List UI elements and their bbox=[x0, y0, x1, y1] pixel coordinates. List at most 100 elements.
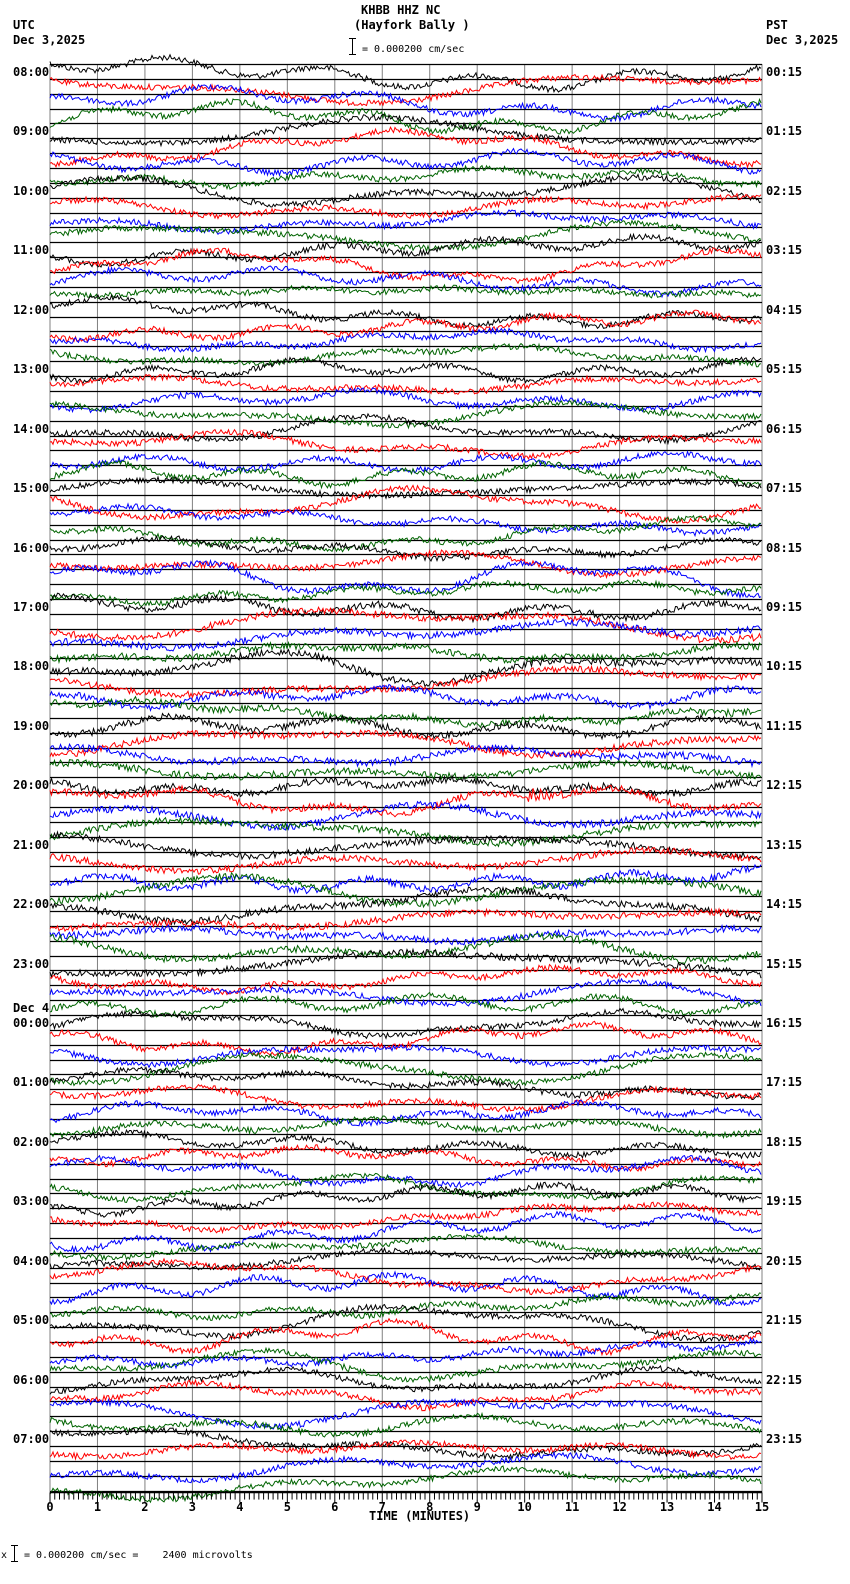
trace-line bbox=[49, 1200, 762, 1235]
utc-hour-label: 17:00 bbox=[13, 599, 50, 614]
trace-line bbox=[49, 459, 762, 490]
trace-line bbox=[49, 1257, 762, 1296]
trace-line bbox=[49, 640, 762, 665]
pst-hour-label: 16:15 bbox=[766, 1016, 803, 1031]
x-tick-label: 4 bbox=[236, 1500, 244, 1514]
trace-line bbox=[49, 484, 762, 525]
trace-line bbox=[49, 1292, 762, 1321]
trace-line bbox=[49, 963, 762, 996]
x-tick-label: 8 bbox=[426, 1500, 434, 1514]
utc-hour-label: 22:00 bbox=[13, 897, 50, 912]
trace-line bbox=[49, 618, 762, 652]
x-tick-label: 6 bbox=[331, 1500, 339, 1514]
trace-line bbox=[49, 947, 762, 979]
trace-line bbox=[49, 147, 762, 178]
trace-line bbox=[49, 514, 762, 553]
pst-hour-label: 23:15 bbox=[766, 1432, 803, 1447]
footer-scale-prefix: x bbox=[1, 1550, 8, 1561]
trace-line bbox=[49, 871, 762, 909]
utc-hour-label: 15:00 bbox=[13, 481, 50, 496]
trace-line bbox=[49, 863, 762, 895]
pst-hour-label: 11:15 bbox=[766, 718, 803, 733]
trace-line bbox=[49, 1181, 761, 1218]
trace-line bbox=[49, 592, 762, 624]
utc-hour-label: 10:00 bbox=[13, 183, 50, 198]
trace-line bbox=[49, 428, 762, 461]
utc-hour-label: 16:00 bbox=[13, 540, 50, 555]
pst-hour-label: 17:15 bbox=[766, 1075, 803, 1090]
trace-line bbox=[49, 387, 762, 414]
trace-line bbox=[49, 931, 762, 965]
footer-scale-note: = 0.000200 cm/sec = 2400 microvolts bbox=[24, 1550, 253, 1561]
trace-line bbox=[49, 475, 762, 500]
trace-line bbox=[49, 648, 762, 688]
trace-line bbox=[49, 1346, 762, 1384]
utc-hour-label: 20:00 bbox=[13, 778, 50, 793]
utc-hour-label: 05:00 bbox=[13, 1313, 50, 1328]
trace-line bbox=[49, 1099, 762, 1128]
trace-line bbox=[49, 606, 762, 645]
trace-line bbox=[49, 113, 762, 148]
pst-hour-label: 04:15 bbox=[766, 302, 803, 317]
station-location: (Hayfork Bally ) bbox=[354, 18, 470, 32]
trace-line bbox=[49, 53, 762, 94]
trace-line bbox=[49, 784, 762, 818]
utc-hour-label: 21:00 bbox=[13, 837, 50, 852]
trace-line bbox=[49, 886, 762, 926]
x-tick-label: 13 bbox=[659, 1500, 675, 1514]
pst-hour-label: 18:15 bbox=[766, 1134, 803, 1149]
trace-line bbox=[49, 1210, 762, 1254]
trace-line bbox=[49, 1115, 762, 1140]
pst-hour-label: 05:15 bbox=[766, 362, 803, 377]
pst-hour-label: 09:15 bbox=[766, 599, 803, 614]
trace-line bbox=[49, 1020, 762, 1057]
trace-line bbox=[49, 923, 762, 946]
trace-line bbox=[49, 1066, 762, 1101]
trace-line bbox=[49, 1397, 762, 1430]
x-tick-label: 2 bbox=[141, 1500, 149, 1514]
x-tick-label: 5 bbox=[283, 1500, 291, 1514]
trace-line bbox=[49, 246, 762, 285]
trace-line bbox=[49, 830, 762, 861]
trace-line bbox=[49, 758, 762, 782]
trace-line bbox=[49, 742, 762, 769]
trace-line bbox=[49, 450, 762, 474]
utc-hour-label: 01:00 bbox=[13, 1075, 50, 1090]
utc-hour-label: 08:00 bbox=[13, 65, 50, 79]
x-tick-label: 3 bbox=[188, 1500, 196, 1514]
x-tick-label: 10 bbox=[517, 1500, 532, 1514]
pst-hour-label: 13:15 bbox=[766, 837, 803, 852]
trace-line bbox=[49, 683, 762, 712]
trace-line bbox=[49, 1172, 762, 1203]
trace-line bbox=[49, 1364, 762, 1395]
trace-line bbox=[49, 309, 762, 344]
right-timezone: PST bbox=[766, 18, 788, 32]
x-tick-label: 11 bbox=[564, 1500, 580, 1514]
utc-hour-label: 09:00 bbox=[13, 124, 50, 139]
footer-scale-bar-icon bbox=[10, 1545, 19, 1562]
trace-line bbox=[49, 1439, 762, 1461]
trace-line bbox=[49, 558, 762, 600]
trace-line bbox=[49, 1007, 762, 1040]
trace-line bbox=[49, 326, 762, 354]
trace-line bbox=[49, 907, 762, 933]
trace-line bbox=[49, 1051, 762, 1087]
trace-line bbox=[49, 1144, 762, 1172]
trace-line bbox=[49, 1154, 762, 1189]
x-tick-label: 14 bbox=[707, 1500, 722, 1514]
trace-line bbox=[49, 265, 762, 299]
trace-line bbox=[49, 125, 762, 169]
pst-hour-label: 06:15 bbox=[766, 421, 803, 436]
x-tick-label: 1 bbox=[93, 1500, 102, 1514]
pst-hour-label: 03:15 bbox=[766, 243, 803, 258]
scale-bar-icon bbox=[348, 38, 357, 55]
trace-line bbox=[49, 1378, 762, 1412]
station-title: KHBB HHZ NC bbox=[361, 3, 441, 17]
utc-hour-label: 00:00 bbox=[13, 1016, 50, 1031]
utc-hour-label: 04:00 bbox=[13, 1253, 50, 1268]
pst-hour-label: 07:15 bbox=[766, 481, 803, 496]
utc-hour-label: 07:00 bbox=[13, 1432, 50, 1447]
trace-line bbox=[49, 815, 762, 848]
trace-line bbox=[49, 232, 762, 268]
